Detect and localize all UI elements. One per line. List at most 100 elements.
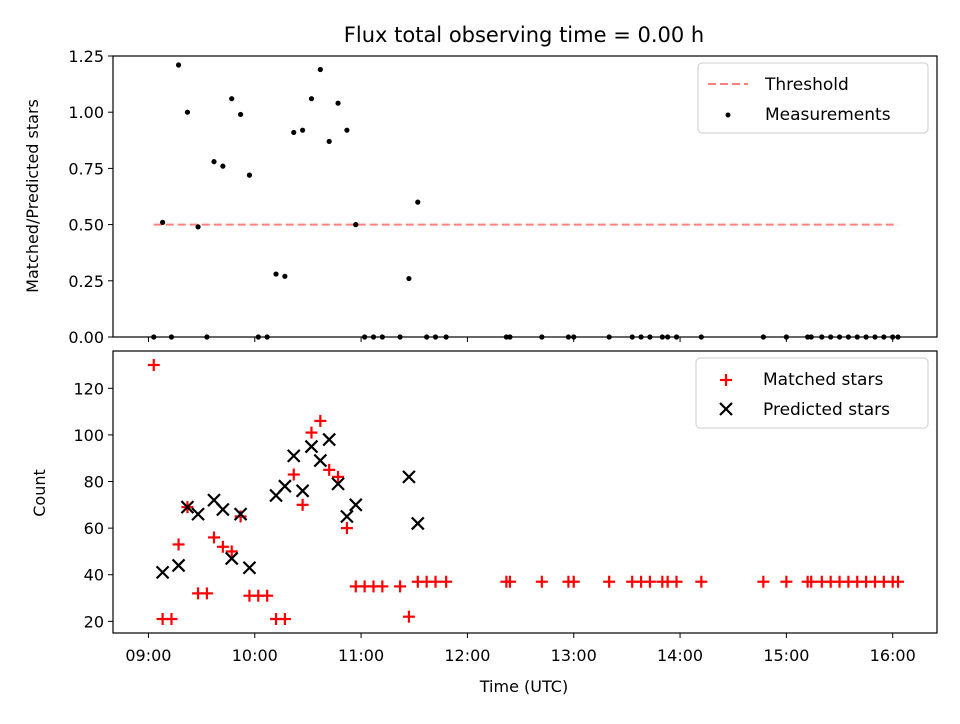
bottom-x-tick-label: 16:00 (870, 646, 916, 665)
bottom-x-tick-label: 09:00 (125, 646, 171, 665)
measurement-point (344, 127, 350, 133)
top-y-ticks: 0.00 0.25 0.50 0.75 1.00 1.25 (68, 47, 113, 347)
predicted-star-point (340, 509, 354, 524)
predicted-star-point (348, 498, 363, 512)
measurement-point (160, 219, 166, 225)
predicted-star-point (233, 507, 248, 521)
matched-star-point (695, 575, 708, 588)
top-y-tick-label: 1.25 (68, 47, 104, 66)
top-y-tick-label: 0.25 (68, 272, 104, 291)
legend-measurements-label: Measurements (765, 105, 891, 125)
bottom-plot-frame (112, 350, 938, 634)
matched-stars-points (147, 358, 905, 626)
matched-star-point (208, 531, 221, 544)
measurement-point (229, 96, 235, 102)
measurement-point (326, 138, 332, 145)
flux-ratio-panel: Flux total observing time = 0.00 h 0.00 0… (23, 23, 938, 347)
measurement-point (282, 273, 288, 279)
top-legend: Threshold Measurements (697, 62, 929, 134)
bottom-x-ticks: 09:00 10:00 11:00 12:00 13:00 14:00 15:00 16:00 (125, 633, 916, 665)
matched-star-point (535, 575, 548, 588)
matched-star-point (287, 468, 300, 481)
matched-star-point (805, 575, 818, 588)
top-y-tick-label: 0.00 (68, 328, 104, 347)
matched-star-point (394, 580, 407, 593)
bottom-legend: Matched stars Predicted stars (695, 357, 929, 429)
predicted-star-point (411, 516, 425, 531)
matched-star-point (567, 575, 580, 588)
matched-star-point (503, 575, 516, 588)
matched-star-point (278, 613, 291, 626)
top-y-tick-label: 1.00 (68, 103, 104, 122)
bottom-y-tick-label: 100 (73, 426, 104, 445)
measurement-point (353, 222, 359, 228)
predicted-star-point (216, 502, 230, 517)
top-legend-box (697, 62, 929, 134)
counts-panel: 20 40 60 80 100 120 09:00 10:00 11:00 12:00 13:00… (30, 350, 938, 696)
predicted-star-point (331, 477, 345, 491)
bottom-legend-box (695, 357, 929, 429)
predicted-stars-points (155, 432, 425, 580)
measurement-point (335, 100, 341, 106)
matched-star-point (314, 414, 327, 427)
bottom-y-tick-label: 40 (84, 566, 104, 585)
top-panel-title: Flux total observing time = 0.00 h (344, 23, 704, 47)
matched-star-point (376, 580, 389, 593)
legend-measurements-swatch (725, 112, 731, 118)
measurement-point (291, 129, 297, 136)
legend-matched-label: Matched stars (763, 370, 883, 390)
predicted-star-point (402, 470, 416, 484)
measurement-point (415, 199, 421, 205)
matched-star-point (225, 545, 238, 558)
top-y-tick-label: 0.50 (68, 216, 104, 235)
matched-star-point (603, 575, 616, 588)
predicted-star-point (278, 479, 292, 493)
matched-star-point (670, 575, 683, 588)
measurement-point (220, 163, 226, 169)
legend-predicted-swatch (719, 402, 733, 416)
legend-predicted-label: Predicted stars (763, 400, 890, 420)
bottom-x-tick-label: 12:00 (444, 646, 490, 665)
matched-star-point (332, 470, 345, 483)
predicted-star-point (155, 565, 170, 580)
matched-star-point (172, 538, 185, 551)
measurement-point (195, 224, 201, 230)
matched-star-point (892, 575, 905, 588)
matched-star-point (440, 575, 453, 588)
bottom-y-tick-label: 80 (84, 473, 104, 492)
predicted-star-point (322, 432, 336, 447)
bottom-y-tick-label: 20 (84, 612, 104, 631)
bottom-x-tick-label: 15:00 (763, 646, 809, 665)
measurement-point (246, 172, 253, 178)
predicted-star-point (242, 560, 257, 575)
predicted-star-point (180, 500, 195, 514)
bottom-y-axis-label: Count (30, 469, 49, 517)
bottom-x-tick-label: 11:00 (338, 646, 384, 665)
bottom-y-ticks: 20 40 60 80 100 120 (73, 379, 113, 631)
matched-star-point (296, 498, 309, 511)
predicted-star-point (313, 453, 328, 468)
matched-star-point (234, 510, 247, 523)
matched-star-point (402, 610, 415, 623)
matched-star-point (323, 463, 336, 476)
measurement-point (273, 271, 279, 277)
predicted-star-point (295, 484, 310, 498)
measurement-point (308, 96, 315, 102)
matched-star-point (147, 358, 160, 371)
measurement-point (317, 66, 323, 73)
matched-star-point (643, 575, 656, 588)
legend-matched-swatch (720, 374, 732, 386)
matched-star-point (757, 575, 770, 588)
matched-star-point (780, 575, 793, 588)
matched-star-point (261, 589, 274, 602)
bottom-x-axis-label: Time (UTC) (479, 677, 568, 696)
top-plot-frame (112, 55, 938, 338)
predicted-star-point (191, 507, 205, 521)
bottom-y-tick-label: 60 (84, 519, 104, 538)
measurement-point (184, 109, 191, 115)
measurement-point (406, 275, 412, 282)
predicted-star-point (224, 551, 239, 566)
matched-star-point (429, 575, 442, 588)
